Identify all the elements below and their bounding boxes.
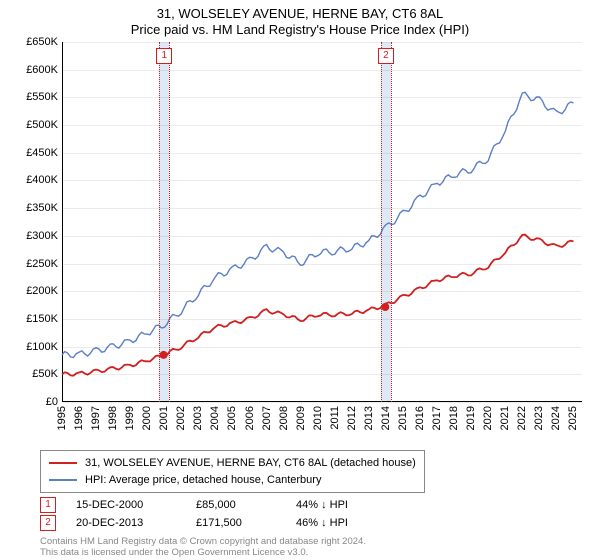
sale-date: 20-DEC-2013 — [76, 517, 176, 529]
x-tick-label: 2006 — [244, 406, 256, 430]
sale-price: £85,000 — [196, 499, 276, 511]
series-hpi — [62, 92, 574, 357]
x-tick-label: 2021 — [499, 406, 511, 430]
x-tick-label: 2011 — [329, 406, 341, 430]
y-tick-label: £350K — [0, 202, 58, 214]
y-tick-label: £150K — [0, 313, 58, 325]
x-tick-label: 2022 — [516, 406, 528, 430]
sale-band-edge — [159, 42, 160, 402]
x-tick-label: 2010 — [312, 406, 324, 430]
sale-diff: 46% ↓ HPI — [296, 517, 376, 529]
gridline — [62, 264, 582, 265]
x-tick-label: 2012 — [346, 406, 358, 430]
gridline — [62, 402, 582, 403]
chart-title-address: 31, WOLSELEY AVENUE, HERNE BAY, CT6 8AL — [0, 6, 600, 22]
x-tick-label: 2017 — [431, 406, 443, 430]
x-tick-label: 2009 — [295, 406, 307, 430]
footer-line-1: Contains HM Land Registry data © Crown c… — [40, 536, 366, 547]
gridline — [62, 42, 582, 43]
x-tick-label: 2004 — [209, 406, 221, 430]
y-tick-label: £0 — [0, 396, 58, 408]
legend-swatch — [49, 462, 77, 464]
x-tick-label: 1996 — [73, 406, 85, 430]
title-block: 31, WOLSELEY AVENUE, HERNE BAY, CT6 8AL … — [0, 0, 600, 39]
x-tick-label: 2024 — [550, 406, 562, 430]
x-tick-label: 2018 — [448, 406, 460, 430]
y-tick-label: £550K — [0, 91, 58, 103]
x-tick-label: 2020 — [482, 406, 494, 430]
legend-row: HPI: Average price, detached house, Cant… — [49, 472, 416, 489]
legend-label: 31, WOLSELEY AVENUE, HERNE BAY, CT6 8AL … — [85, 455, 416, 472]
x-tick-label: 2003 — [192, 406, 204, 430]
sale-row: 2 20-DEC-2013 £171,500 46% ↓ HPI — [40, 514, 376, 532]
sale-index-box: 1 — [40, 497, 56, 513]
x-tick-label: 2002 — [175, 406, 187, 430]
y-tick-label: £300K — [0, 230, 58, 242]
attribution-footer: Contains HM Land Registry data © Crown c… — [40, 536, 366, 559]
x-tick-label: 2000 — [141, 406, 153, 430]
sale-index-box: 2 — [40, 515, 56, 531]
x-tick-label: 1997 — [90, 406, 102, 430]
legend-swatch — [49, 479, 77, 481]
sale-band-edge — [391, 42, 392, 402]
sale-callout-box: 1 — [156, 48, 172, 64]
sale-marker — [381, 303, 389, 311]
gridline — [62, 319, 582, 320]
chart-container: 31, WOLSELEY AVENUE, HERNE BAY, CT6 8AL … — [0, 0, 600, 560]
sale-band-edge — [381, 42, 382, 402]
sale-row: 1 15-DEC-2000 £85,000 44% ↓ HPI — [40, 496, 376, 514]
sale-date: 15-DEC-2000 — [76, 499, 176, 511]
y-tick-label: £250K — [0, 258, 58, 270]
x-tick-label: 2008 — [278, 406, 290, 430]
y-tick-label: £600K — [0, 64, 58, 76]
plot-area: £0£50K£100K£150K£200K£250K£300K£350K£400… — [62, 42, 582, 402]
y-tick-label: £500K — [0, 119, 58, 131]
sales-table: 1 15-DEC-2000 £85,000 44% ↓ HPI 2 20-DEC-2013… — [40, 496, 376, 532]
y-tick-label: £400K — [0, 174, 58, 186]
gridline — [62, 153, 582, 154]
gridline — [62, 97, 582, 98]
gridline — [62, 70, 582, 71]
x-tick-label: 2005 — [226, 406, 238, 430]
x-tick-label: 2016 — [414, 406, 426, 430]
gridline — [62, 347, 582, 348]
y-tick-label: £650K — [0, 36, 58, 48]
x-tick-label: 2023 — [533, 406, 545, 430]
sale-callout-box: 2 — [378, 48, 394, 64]
x-tick-label: 2015 — [397, 406, 409, 430]
y-tick-label: £100K — [0, 341, 58, 353]
sale-diff: 44% ↓ HPI — [296, 499, 376, 511]
x-tick-label: 1995 — [56, 406, 68, 430]
x-tick-label: 2013 — [363, 406, 375, 430]
legend-box: 31, WOLSELEY AVENUE, HERNE BAY, CT6 8AL … — [40, 450, 425, 493]
chart-subtitle: Price paid vs. HM Land Registry's House … — [0, 22, 600, 38]
x-tick-label: 2025 — [567, 406, 579, 430]
sale-price: £171,500 — [196, 517, 276, 529]
chart-svg — [62, 42, 582, 402]
sale-marker — [160, 351, 168, 359]
x-tick-label: 2007 — [261, 406, 273, 430]
x-tick-label: 1998 — [107, 406, 119, 430]
x-tick-label: 2014 — [380, 406, 392, 430]
x-tick-label: 2001 — [158, 406, 170, 430]
legend-label: HPI: Average price, detached house, Cant… — [85, 472, 321, 489]
gridline — [62, 291, 582, 292]
sale-band-edge — [169, 42, 170, 402]
x-tick-label: 1999 — [124, 406, 136, 430]
gridline — [62, 208, 582, 209]
gridline — [62, 125, 582, 126]
gridline — [62, 374, 582, 375]
gridline — [62, 236, 582, 237]
x-tick-label: 2019 — [465, 406, 477, 430]
y-tick-label: £450K — [0, 147, 58, 159]
y-tick-label: £200K — [0, 285, 58, 297]
y-tick-label: £50K — [0, 368, 58, 380]
footer-line-2: This data is licensed under the Open Gov… — [40, 547, 366, 558]
gridline — [62, 180, 582, 181]
legend-row: 31, WOLSELEY AVENUE, HERNE BAY, CT6 8AL … — [49, 455, 416, 472]
